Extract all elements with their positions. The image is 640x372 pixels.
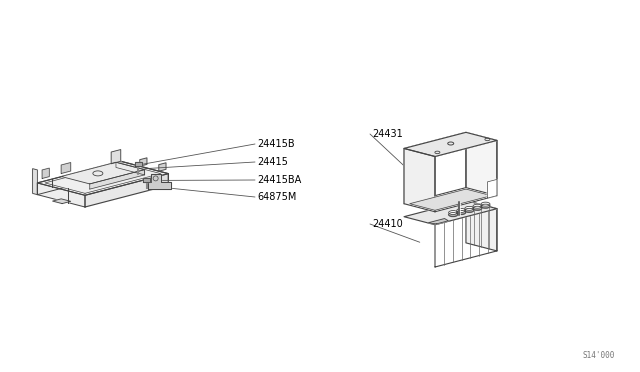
Polygon shape [33, 169, 37, 195]
Text: 24410: 24410 [372, 219, 403, 229]
Polygon shape [488, 179, 497, 198]
Ellipse shape [449, 212, 458, 217]
Polygon shape [404, 132, 497, 157]
Polygon shape [159, 163, 166, 171]
Text: 24431: 24431 [372, 129, 403, 139]
Polygon shape [148, 174, 171, 189]
Ellipse shape [481, 204, 490, 208]
Polygon shape [61, 163, 70, 173]
Ellipse shape [465, 206, 474, 210]
Polygon shape [435, 140, 497, 212]
Polygon shape [52, 199, 70, 203]
Polygon shape [85, 174, 168, 207]
Ellipse shape [457, 211, 466, 215]
Text: 64875M: 64875M [257, 192, 296, 202]
Ellipse shape [457, 208, 466, 212]
Ellipse shape [481, 202, 490, 206]
Polygon shape [404, 132, 466, 204]
Polygon shape [135, 163, 142, 166]
Polygon shape [466, 201, 497, 251]
Polygon shape [42, 168, 49, 179]
Polygon shape [111, 150, 121, 164]
Ellipse shape [473, 206, 482, 210]
Polygon shape [428, 219, 449, 224]
Polygon shape [404, 148, 435, 212]
Polygon shape [140, 158, 147, 166]
Polygon shape [37, 183, 85, 207]
Polygon shape [37, 161, 168, 195]
Polygon shape [121, 161, 168, 185]
Polygon shape [37, 161, 121, 195]
Ellipse shape [449, 211, 458, 215]
Polygon shape [90, 170, 145, 189]
Text: 24415B: 24415B [257, 139, 294, 149]
Text: 24415BA: 24415BA [257, 175, 301, 185]
Polygon shape [116, 162, 145, 175]
Ellipse shape [473, 204, 482, 208]
Polygon shape [410, 189, 492, 210]
Text: 24415: 24415 [257, 157, 288, 167]
Polygon shape [143, 179, 150, 182]
Ellipse shape [465, 208, 474, 212]
Polygon shape [45, 163, 161, 193]
Polygon shape [61, 162, 145, 184]
Polygon shape [404, 201, 497, 225]
Text: S14'000: S14'000 [582, 351, 615, 360]
Polygon shape [466, 132, 497, 196]
Polygon shape [435, 209, 497, 267]
